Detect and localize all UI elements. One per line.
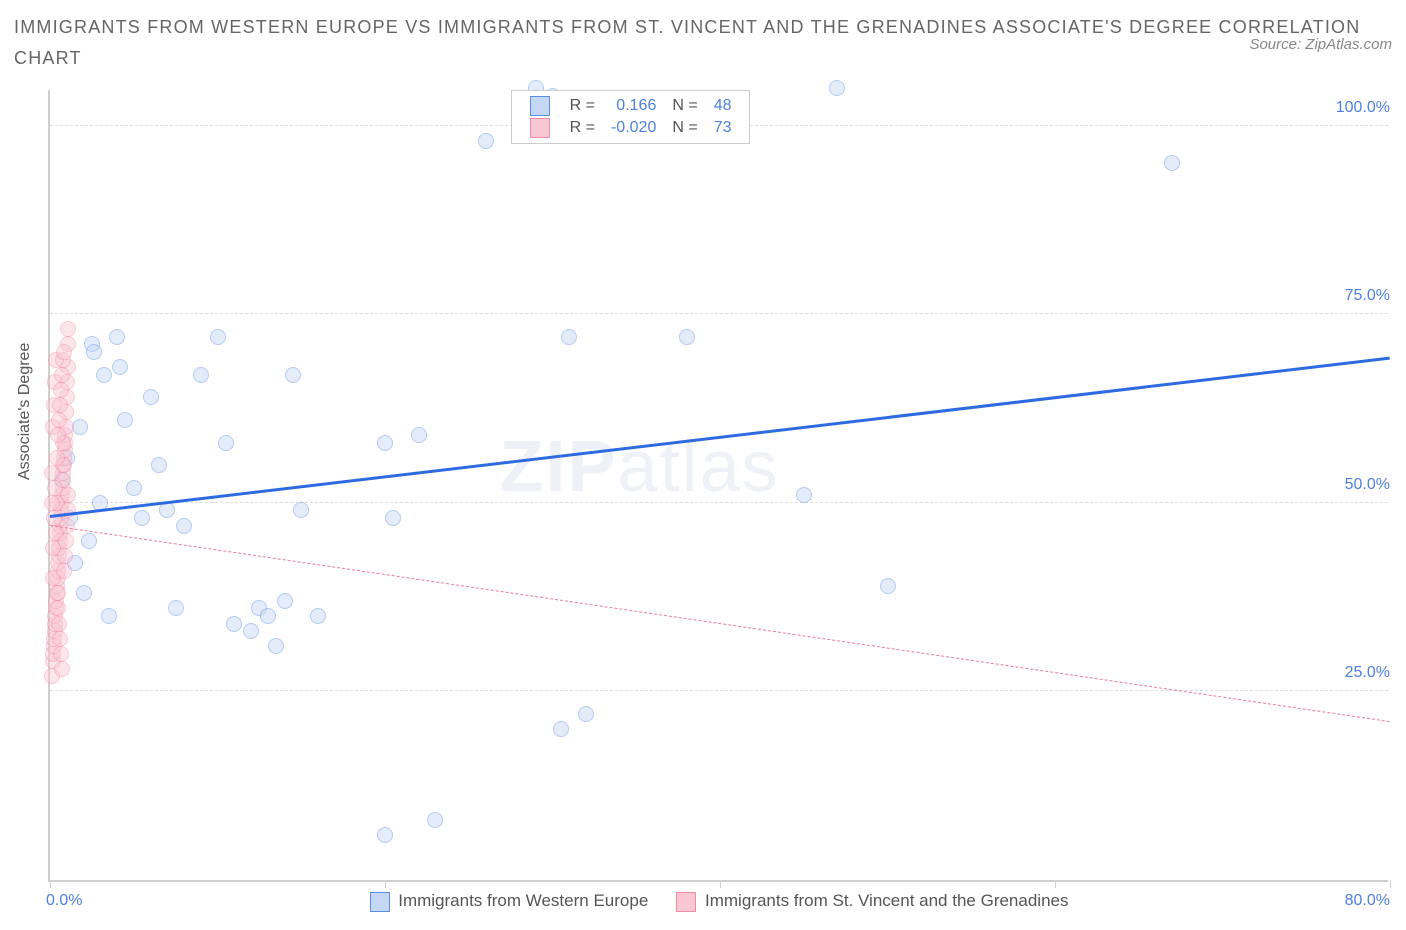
gridline bbox=[50, 502, 1388, 503]
data-point-pink bbox=[54, 367, 70, 383]
data-point-blue bbox=[268, 638, 284, 654]
data-point-blue bbox=[277, 593, 293, 609]
data-point-pink bbox=[56, 344, 72, 360]
data-point-blue bbox=[578, 706, 594, 722]
data-point-blue bbox=[72, 419, 88, 435]
data-point-blue bbox=[168, 600, 184, 616]
x-tick bbox=[385, 880, 386, 888]
data-point-blue bbox=[377, 435, 393, 451]
data-point-blue bbox=[143, 389, 159, 405]
data-point-blue bbox=[210, 329, 226, 345]
data-point-blue bbox=[427, 812, 443, 828]
data-point-pink bbox=[57, 548, 73, 564]
y-tick-label: 75.0% bbox=[1339, 287, 1390, 305]
data-point-pink bbox=[53, 382, 69, 398]
data-point-blue bbox=[796, 487, 812, 503]
data-point-blue bbox=[880, 578, 896, 594]
data-point-blue bbox=[86, 344, 102, 360]
data-point-blue bbox=[101, 608, 117, 624]
data-point-blue bbox=[112, 359, 128, 375]
data-point-pink bbox=[51, 412, 67, 428]
data-point-blue bbox=[285, 367, 301, 383]
data-point-blue bbox=[218, 435, 234, 451]
x-tick bbox=[720, 880, 721, 888]
y-axis-label: Associate's Degree bbox=[16, 343, 34, 480]
series-legend: Immigrants from Western Europe Immigrant… bbox=[50, 891, 1388, 912]
data-point-blue bbox=[553, 721, 569, 737]
data-point-blue bbox=[260, 608, 276, 624]
y-tick-label: 25.0% bbox=[1339, 664, 1390, 682]
data-point-blue bbox=[109, 329, 125, 345]
data-point-blue bbox=[117, 412, 133, 428]
data-point-blue bbox=[478, 133, 494, 149]
y-tick-label: 100.0% bbox=[1330, 99, 1390, 117]
data-point-blue bbox=[561, 329, 577, 345]
y-tick-label: 50.0% bbox=[1339, 476, 1390, 494]
data-point-pink bbox=[59, 518, 75, 534]
data-point-pink bbox=[52, 397, 68, 413]
data-point-pink bbox=[50, 427, 66, 443]
source-label: Source: ZipAtlas.com bbox=[1249, 36, 1392, 53]
data-point-blue bbox=[176, 518, 192, 534]
data-point-blue bbox=[193, 367, 209, 383]
chart-title: IMMIGRANTS FROM WESTERN EUROPE VS IMMIGR… bbox=[14, 12, 1392, 73]
data-point-blue bbox=[96, 367, 112, 383]
data-point-blue bbox=[126, 480, 142, 496]
gridline bbox=[50, 313, 1388, 314]
data-point-blue bbox=[829, 80, 845, 96]
data-point-blue bbox=[134, 510, 150, 526]
legend-swatch-pink bbox=[530, 118, 550, 138]
data-point-pink bbox=[44, 495, 60, 511]
legend-item-blue: Immigrants from Western Europe bbox=[370, 891, 649, 910]
x-tick bbox=[1055, 880, 1056, 888]
data-point-blue bbox=[226, 616, 242, 632]
data-point-blue bbox=[377, 827, 393, 843]
x-tick bbox=[50, 880, 51, 888]
data-point-blue bbox=[1164, 155, 1180, 171]
data-point-pink bbox=[50, 600, 66, 616]
legend-swatch-blue bbox=[530, 96, 550, 116]
data-point-blue bbox=[76, 585, 92, 601]
trend-line-blue bbox=[50, 357, 1390, 518]
data-point-pink bbox=[44, 465, 60, 481]
data-point-pink bbox=[54, 661, 70, 677]
data-point-pink bbox=[53, 646, 69, 662]
data-point-pink bbox=[51, 616, 67, 632]
watermark: ZIPatlas bbox=[500, 426, 780, 508]
data-point-blue bbox=[679, 329, 695, 345]
data-point-pink bbox=[50, 585, 66, 601]
data-point-blue bbox=[243, 623, 259, 639]
legend-item-pink: Immigrants from St. Vincent and the Gren… bbox=[676, 891, 1068, 910]
data-point-pink bbox=[58, 533, 74, 549]
data-point-blue bbox=[310, 608, 326, 624]
data-point-blue bbox=[81, 533, 97, 549]
data-point-pink bbox=[60, 487, 76, 503]
data-point-pink bbox=[52, 631, 68, 647]
scatter-plot: ZIPatlas 25.0%50.0%75.0%100.0%0.0%80.0%R… bbox=[48, 90, 1388, 882]
data-point-blue bbox=[151, 457, 167, 473]
data-point-blue bbox=[411, 427, 427, 443]
data-point-blue bbox=[293, 502, 309, 518]
x-tick bbox=[1390, 880, 1391, 888]
data-point-blue bbox=[385, 510, 401, 526]
data-point-pink bbox=[60, 321, 76, 337]
data-point-pink bbox=[49, 450, 65, 466]
correlation-legend: R =0.166N =48R =-0.020N =73 bbox=[511, 90, 751, 144]
data-point-pink bbox=[56, 563, 72, 579]
